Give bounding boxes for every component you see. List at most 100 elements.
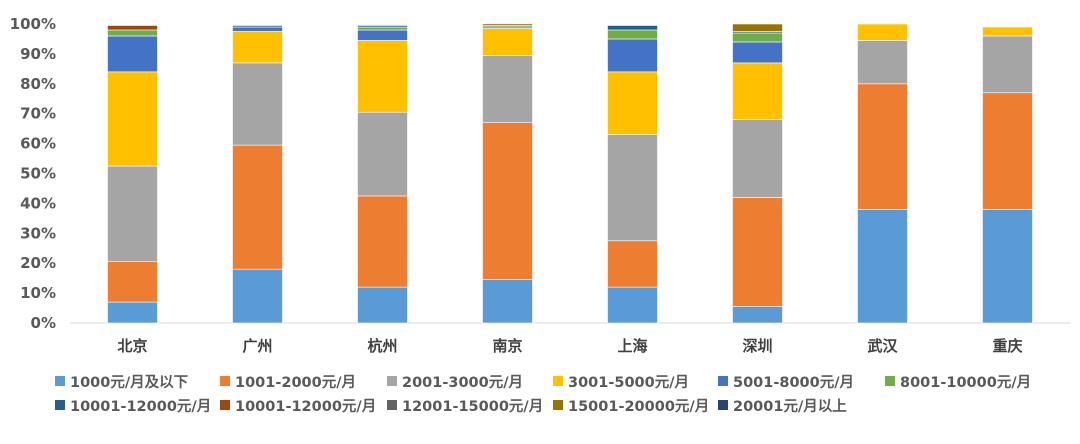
legend-item: 8001-10000元/月 xyxy=(885,374,1031,391)
y-tick-label: 90% xyxy=(20,45,56,63)
legend-item: 12001-15000元/月 xyxy=(387,398,543,415)
bar-segment xyxy=(357,29,408,41)
y-tick-label: 100% xyxy=(10,15,56,33)
legend-item: 10001-12000元/月 xyxy=(55,398,211,415)
bar-stack-7 xyxy=(982,26,1033,324)
x-tick-label: 杭州 xyxy=(367,337,397,355)
bar-segment xyxy=(107,71,158,167)
bar-segment xyxy=(232,31,283,64)
x-tick-label: 上海 xyxy=(617,337,647,355)
y-tick-label: 80% xyxy=(20,75,56,93)
bar-stack-4 xyxy=(607,25,658,324)
y-tick-label: 0% xyxy=(31,314,56,332)
legend-item: 2001-3000元/月 xyxy=(387,374,523,391)
bar-segment xyxy=(232,26,283,32)
legend-label: 10001-12000元/月 xyxy=(235,398,376,415)
bar-segment xyxy=(857,40,908,85)
legend-item: 15001-20000元/月 xyxy=(553,398,709,415)
x-tick-label: 南京 xyxy=(492,337,522,355)
bar-segment xyxy=(357,111,408,197)
legend-label: 12001-15000元/月 xyxy=(402,398,543,415)
bar-segment xyxy=(982,35,1033,94)
y-tick-label: 70% xyxy=(20,105,56,123)
bar-segment xyxy=(857,209,908,324)
bar-segment xyxy=(107,25,158,31)
x-tick-label: 重庆 xyxy=(992,337,1022,355)
y-tick-label: 30% xyxy=(20,224,56,242)
bar-stack-5 xyxy=(732,23,783,324)
legend-swatch xyxy=(220,400,230,410)
legend-swatch xyxy=(55,376,65,386)
bar-segment xyxy=(232,144,283,270)
bar-segment xyxy=(232,25,283,28)
legend-label: 20001元/月以上 xyxy=(733,398,847,415)
bar-segment xyxy=(982,26,1033,37)
legend-swatch xyxy=(220,376,230,386)
bar-segment xyxy=(982,209,1033,324)
x-axis-tick-labels: 北京 广州 杭州 南京 上海 深圳 武汉 重庆 xyxy=(117,337,1022,355)
bar-segment xyxy=(857,23,908,41)
bar-stack-3 xyxy=(482,23,533,324)
bar-segment xyxy=(357,286,408,324)
legend-swatch xyxy=(718,400,728,410)
legend-label: 8001-10000元/月 xyxy=(900,374,1031,391)
bar-segment xyxy=(607,286,658,324)
bar-segment xyxy=(357,23,408,25)
bar-segment xyxy=(482,23,533,26)
y-tick-label: 60% xyxy=(20,135,56,153)
legend-swatch xyxy=(885,376,895,386)
legend-swatch xyxy=(553,376,563,386)
bars-group xyxy=(107,23,1033,324)
x-tick-label: 北京 xyxy=(117,337,147,355)
bar-segment xyxy=(732,119,783,198)
bar-segment xyxy=(107,29,158,37)
y-axis-tick-labels: 0% 10% 20% 30% 40% 50% 60% 70% 80% 90% 100% xyxy=(10,15,56,332)
y-tick-label: 20% xyxy=(20,254,56,272)
legend-item: 20001元/月以上 xyxy=(718,398,847,415)
bar-segment xyxy=(732,23,783,32)
legend-label: 15001-20000元/月 xyxy=(568,398,709,415)
legend-label: 2001-3000元/月 xyxy=(402,374,523,391)
bar-segment xyxy=(607,134,658,242)
bar-stack-0 xyxy=(107,25,158,324)
bar-segment xyxy=(732,306,783,324)
bar-stack-2 xyxy=(357,23,408,324)
bar-segment xyxy=(732,41,783,64)
bar-segment xyxy=(607,240,658,288)
legend-swatch xyxy=(387,376,397,386)
bar-segment xyxy=(107,301,158,324)
y-tick-label: 10% xyxy=(20,284,56,302)
bar-segment xyxy=(482,122,533,280)
bar-segment xyxy=(482,55,533,123)
legend-swatch xyxy=(387,400,397,410)
bar-segment xyxy=(607,38,658,73)
bar-stack-6 xyxy=(857,23,908,324)
bar-stack-1 xyxy=(232,25,283,324)
bar-segment xyxy=(107,261,158,303)
x-tick-label: 武汉 xyxy=(867,337,898,355)
bar-segment xyxy=(357,40,408,113)
bar-segment xyxy=(607,71,658,135)
bar-segment xyxy=(732,32,783,43)
bar-segment xyxy=(232,268,283,324)
bar-segment xyxy=(732,62,783,120)
bar-segment xyxy=(357,26,408,31)
legend-swatch xyxy=(55,400,65,410)
y-tick-label: 40% xyxy=(20,194,56,212)
bar-segment xyxy=(357,195,408,288)
legend-swatch xyxy=(718,376,728,386)
bar-segment xyxy=(482,28,533,56)
legend-label: 5001-8000元/月 xyxy=(733,374,854,391)
bar-segment xyxy=(607,29,658,40)
bar-segment xyxy=(607,25,658,31)
legend-label: 10001-12000元/月 xyxy=(70,398,211,415)
x-tick-label: 广州 xyxy=(242,337,272,355)
y-tick-label: 50% xyxy=(20,165,56,183)
legend-item: 3001-5000元/月 xyxy=(553,374,689,391)
legend-label: 1000元/月及以下 xyxy=(70,374,188,391)
legend-item: 1001-2000元/月 xyxy=(220,374,356,391)
bar-segment xyxy=(482,279,533,324)
legend-swatch xyxy=(553,400,563,410)
